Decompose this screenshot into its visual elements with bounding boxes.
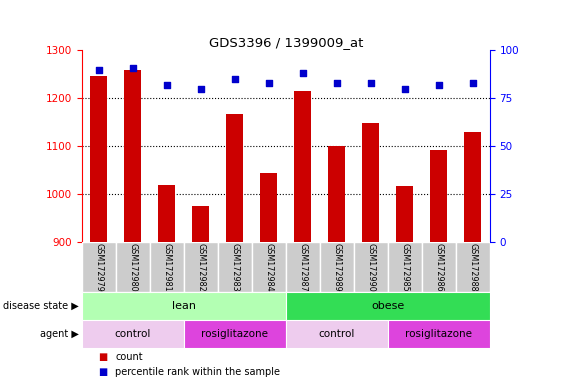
Point bbox=[400, 86, 409, 92]
Point bbox=[264, 80, 273, 86]
Bar bbox=[260, 173, 277, 242]
Bar bbox=[320, 242, 354, 292]
Text: rosiglitazone: rosiglitazone bbox=[405, 329, 472, 339]
Text: GSM172981: GSM172981 bbox=[162, 243, 171, 291]
Text: GSM172987: GSM172987 bbox=[298, 243, 307, 291]
Bar bbox=[184, 242, 218, 292]
Bar bbox=[150, 242, 184, 292]
Bar bbox=[285, 292, 490, 320]
Bar bbox=[328, 146, 345, 242]
Point bbox=[230, 76, 239, 82]
Text: GSM172985: GSM172985 bbox=[400, 243, 409, 291]
Text: GSM172980: GSM172980 bbox=[128, 243, 137, 291]
Text: GSM172986: GSM172986 bbox=[434, 243, 443, 291]
Bar bbox=[294, 91, 311, 242]
Text: disease state ▶: disease state ▶ bbox=[3, 301, 79, 311]
Bar bbox=[456, 242, 490, 292]
Text: lean: lean bbox=[172, 301, 196, 311]
Bar bbox=[218, 242, 252, 292]
Bar bbox=[90, 76, 107, 242]
Bar bbox=[82, 242, 115, 292]
Point bbox=[94, 66, 103, 73]
Bar bbox=[184, 320, 286, 348]
Text: count: count bbox=[115, 352, 143, 362]
Text: obese: obese bbox=[371, 301, 404, 311]
Text: GSM172983: GSM172983 bbox=[230, 243, 239, 291]
Bar bbox=[226, 114, 243, 242]
Text: ■: ■ bbox=[99, 352, 108, 362]
Text: control: control bbox=[114, 329, 151, 339]
Point bbox=[468, 80, 477, 86]
Bar bbox=[82, 292, 285, 320]
Text: GSM172984: GSM172984 bbox=[264, 243, 273, 291]
Bar bbox=[158, 185, 175, 242]
Bar bbox=[82, 320, 184, 348]
Text: GSM172990: GSM172990 bbox=[367, 243, 376, 291]
Text: GSM172982: GSM172982 bbox=[196, 243, 205, 291]
Bar bbox=[115, 242, 150, 292]
Bar bbox=[388, 320, 490, 348]
Text: percentile rank within the sample: percentile rank within the sample bbox=[115, 367, 280, 377]
Point bbox=[162, 82, 171, 88]
Text: ■: ■ bbox=[99, 367, 108, 377]
Bar bbox=[124, 71, 141, 242]
Point bbox=[196, 86, 205, 92]
Text: rosiglitazone: rosiglitazone bbox=[201, 329, 268, 339]
Point bbox=[367, 80, 376, 86]
Text: GSM172979: GSM172979 bbox=[94, 243, 103, 292]
Title: GDS3396 / 1399009_at: GDS3396 / 1399009_at bbox=[208, 36, 363, 49]
Bar bbox=[362, 123, 379, 242]
Text: agent ▶: agent ▶ bbox=[40, 329, 79, 339]
Bar bbox=[388, 242, 422, 292]
Point bbox=[434, 82, 443, 88]
Bar bbox=[285, 320, 388, 348]
Point bbox=[298, 70, 307, 76]
Bar bbox=[252, 242, 286, 292]
Text: GSM172988: GSM172988 bbox=[468, 243, 477, 291]
Bar bbox=[430, 150, 447, 242]
Bar bbox=[354, 242, 388, 292]
Bar bbox=[464, 132, 481, 242]
Point bbox=[332, 80, 341, 86]
Bar bbox=[285, 242, 320, 292]
Text: GSM172989: GSM172989 bbox=[332, 243, 341, 291]
Text: control: control bbox=[319, 329, 355, 339]
Bar bbox=[422, 242, 456, 292]
Bar bbox=[396, 186, 413, 242]
Point bbox=[128, 65, 137, 71]
Bar bbox=[192, 206, 209, 242]
